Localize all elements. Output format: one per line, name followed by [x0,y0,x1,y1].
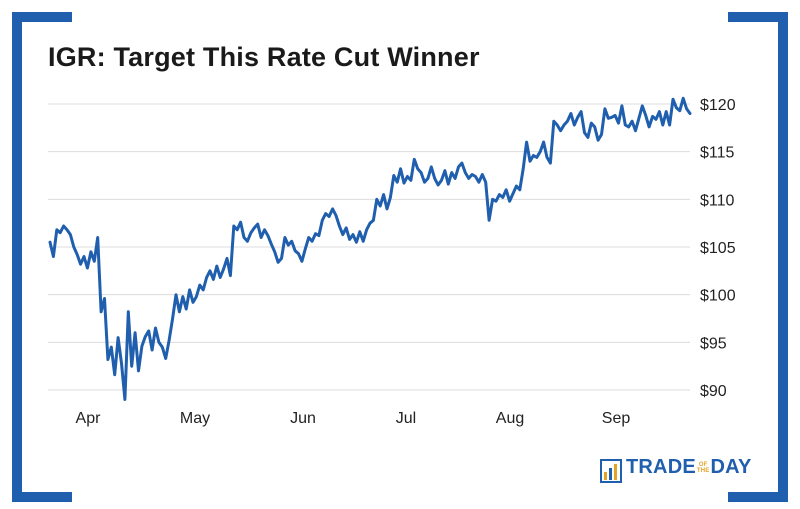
brand-name-part1: TRADE [626,456,696,478]
brand-small-bottom: THE [696,467,710,474]
y-tick-label: $105 [700,240,736,257]
x-tick-label: Sep [602,410,631,427]
frame-bracket-left [12,12,72,502]
brand-name-small: OF THE [697,462,710,474]
y-tick-label: $120 [700,97,736,114]
brand-name: TRADE OF THEDAY [626,456,752,479]
chart-title: IGR: Target This Rate Cut Winner [48,42,480,72]
y-tick-label: $115 [700,145,735,162]
bar-chart-icon [600,459,622,483]
brand-small-top: OF [698,461,708,468]
x-tick-label: Apr [76,410,102,427]
brand-logo: TRADE OF THEDAY [600,452,770,486]
chart-grid [48,103,690,391]
y-axis-ticks: $120 $115 $110 $105 $100 $95 $90 [700,97,736,400]
frame-bracket-left-foot [12,492,72,502]
series-line [48,96,692,401]
y-tick-label: $110 [700,192,735,209]
chart-series [48,96,692,401]
x-tick-label: Aug [496,410,524,427]
x-tick-label: May [180,410,210,427]
y-tick-label: $95 [700,335,727,352]
y-tick-label: $90 [700,383,727,400]
frame-bracket-right [728,12,788,502]
x-tick-label: Jul [396,410,416,427]
x-axis-ticks: Apr May Jun Jul Aug Sep [76,410,631,427]
frame-bracket-right-foot [728,492,788,502]
y-tick-label: $100 [700,288,736,305]
brand-name-part2: DAY [710,456,752,478]
x-tick-label: Jun [290,410,316,427]
